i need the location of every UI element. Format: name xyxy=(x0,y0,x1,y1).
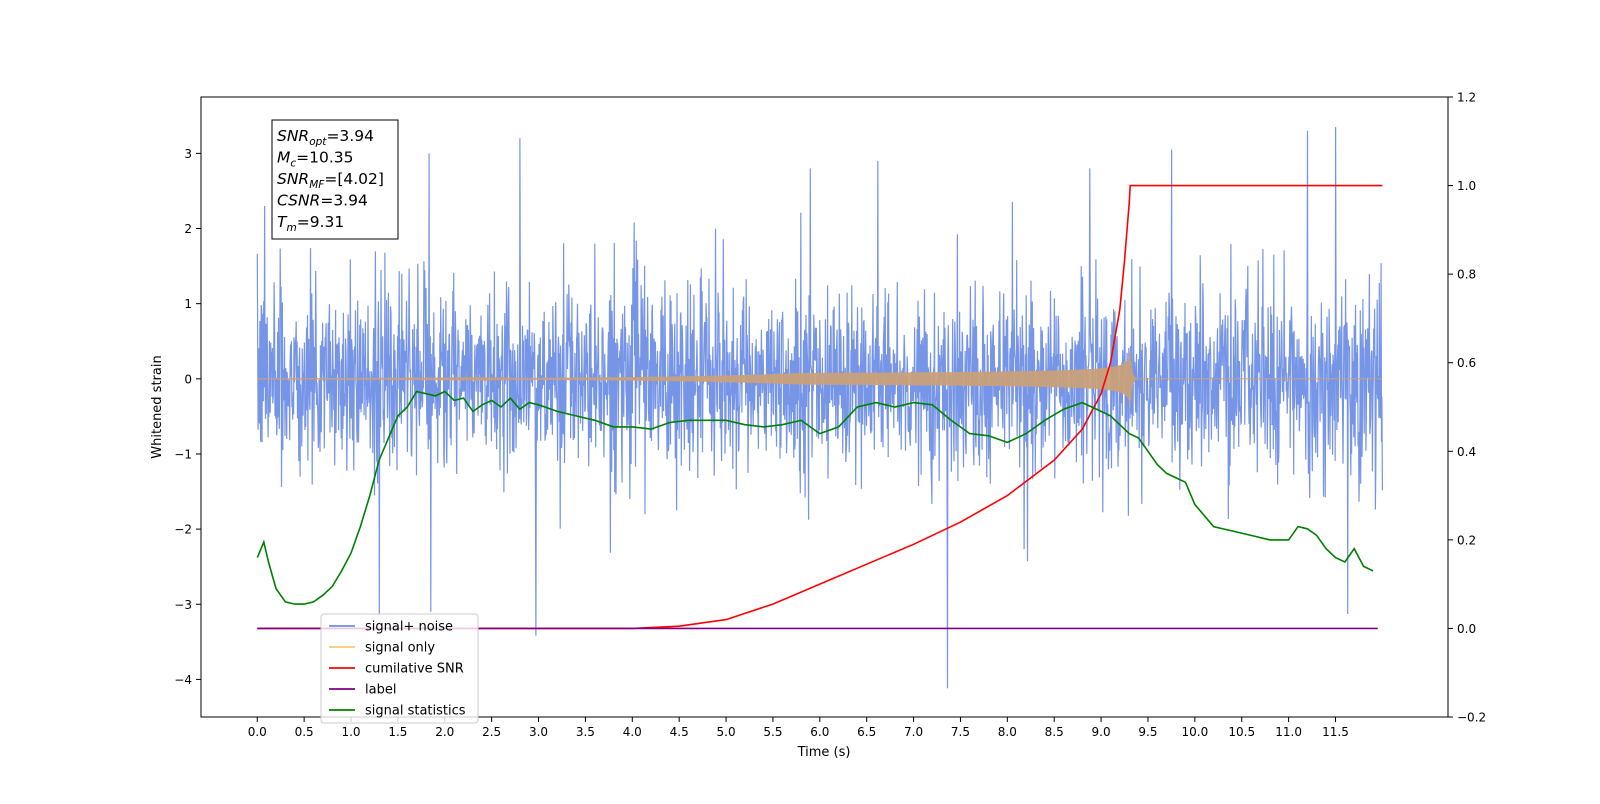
annotation-line: CSNR=3.94 xyxy=(277,192,368,210)
y2-tick-label: 1.0 xyxy=(1457,179,1476,193)
annotation-line: Mc=10.35 xyxy=(277,149,354,170)
legend-label: signal statistics xyxy=(365,704,466,719)
x-tick-label: 6.0 xyxy=(810,725,829,739)
annotation-symbol: CSNR xyxy=(277,192,320,210)
series-line-cumilative-snr xyxy=(257,184,1383,630)
x-tick-label: 5.0 xyxy=(717,725,736,739)
series-line-signal-only xyxy=(256,350,1383,408)
x-tick-label: 11.0 xyxy=(1275,725,1302,739)
x-tick-label: 6.5 xyxy=(857,725,876,739)
x-tick-label: 5.5 xyxy=(763,725,782,739)
annotation-subscript: MF xyxy=(309,179,325,191)
legend-label: signal only xyxy=(365,641,435,656)
annotation-value: =[4.02] xyxy=(324,170,384,188)
x-tick-label: 7.5 xyxy=(951,725,970,739)
y-tick-label: 2 xyxy=(184,222,192,236)
series-line-signal-noise xyxy=(256,127,1383,689)
x-tick-label: 8.0 xyxy=(998,725,1017,739)
annotation-subscript: opt xyxy=(309,136,327,148)
x-tick-label: 3.0 xyxy=(529,725,548,739)
x-tick-label: 7.0 xyxy=(904,725,923,739)
annotation-line: Tm=9.31 xyxy=(277,213,344,234)
annotation-symbol: SNR xyxy=(277,127,309,145)
annotation-box: SNRopt=3.94Mc=10.35SNRMF=[4.02]CSNR=3.94… xyxy=(271,119,399,240)
y-tick-label: −1 xyxy=(174,447,192,461)
x-tick-label: 1.0 xyxy=(341,725,360,739)
annotation-symbol: M xyxy=(277,149,290,167)
annotation-frame xyxy=(271,119,399,240)
x-axis-label: Time (s) xyxy=(797,745,851,760)
annotation-symbol: SNR xyxy=(277,170,309,188)
x-tick-label: 10.0 xyxy=(1181,725,1208,739)
y-tick-label: −3 xyxy=(174,598,192,612)
x-tick-label: 4.0 xyxy=(623,725,642,739)
x-tick-label: 2.0 xyxy=(435,725,454,739)
annotation-value: =9.31 xyxy=(297,213,345,231)
x-tick-label: 1.5 xyxy=(388,725,407,739)
legend-label: signal+ noise xyxy=(365,620,453,635)
x-tick-label: 2.5 xyxy=(482,725,501,739)
axes-layer: 0.0 0.5 1.0 1.5 2.0 2.5 3.0 3.5 4.0 4.5 5.0 5.5 6.0 6… xyxy=(174,91,1486,740)
y2-tick-label: 0.2 xyxy=(1457,533,1476,547)
y2-tick-label: 1.2 xyxy=(1457,91,1476,105)
y-tick-label: −2 xyxy=(174,523,192,537)
annotation-line: SNRMF=[4.02] xyxy=(277,170,384,191)
legend-frame xyxy=(320,613,479,724)
x-tick-label: 4.5 xyxy=(670,725,689,739)
legend-label: label xyxy=(365,683,396,698)
y2-tick-label: 0.6 xyxy=(1457,356,1476,370)
y-axis-label: Whitened strain xyxy=(150,355,165,458)
x-tick-label: 0.0 xyxy=(248,725,267,739)
annotation-value: =10.35 xyxy=(296,149,353,167)
y-tick-label: 3 xyxy=(184,147,192,161)
annotation-subscript: m xyxy=(286,222,296,234)
y-tick-label: 0 xyxy=(184,372,192,386)
annotation-symbol: T xyxy=(277,213,288,231)
annotation-line: SNRopt=3.94 xyxy=(277,127,374,148)
y2-tick-label: 0.8 xyxy=(1457,268,1476,282)
y2-tick-label: −0.2 xyxy=(1457,711,1486,725)
y2-tick-label: 0.0 xyxy=(1457,622,1476,636)
x-tick-label: 11.5 xyxy=(1322,725,1349,739)
annotation-value: =3.94 xyxy=(320,192,368,210)
x-tick-label: 0.5 xyxy=(295,725,314,739)
annotation-subscript: c xyxy=(290,158,296,170)
annotation-value: =3.94 xyxy=(326,127,374,145)
y2-tick-label: 0.4 xyxy=(1457,445,1476,459)
legend: signal+ noise signal only cumilative SNR la… xyxy=(320,613,479,724)
x-tick-label: 9.5 xyxy=(1138,725,1157,739)
y-tick-label: −4 xyxy=(174,673,192,687)
x-tick-label: 9.0 xyxy=(1092,725,1111,739)
x-tick-label: 8.5 xyxy=(1045,725,1064,739)
x-tick-label: 3.5 xyxy=(576,725,595,739)
plot-frame xyxy=(200,96,1449,718)
x-tick-label: 10.5 xyxy=(1228,725,1255,739)
y-tick-label: 1 xyxy=(184,297,192,311)
series-line-signal-statistics xyxy=(256,390,1374,605)
legend-label: cumilative SNR xyxy=(365,662,464,677)
